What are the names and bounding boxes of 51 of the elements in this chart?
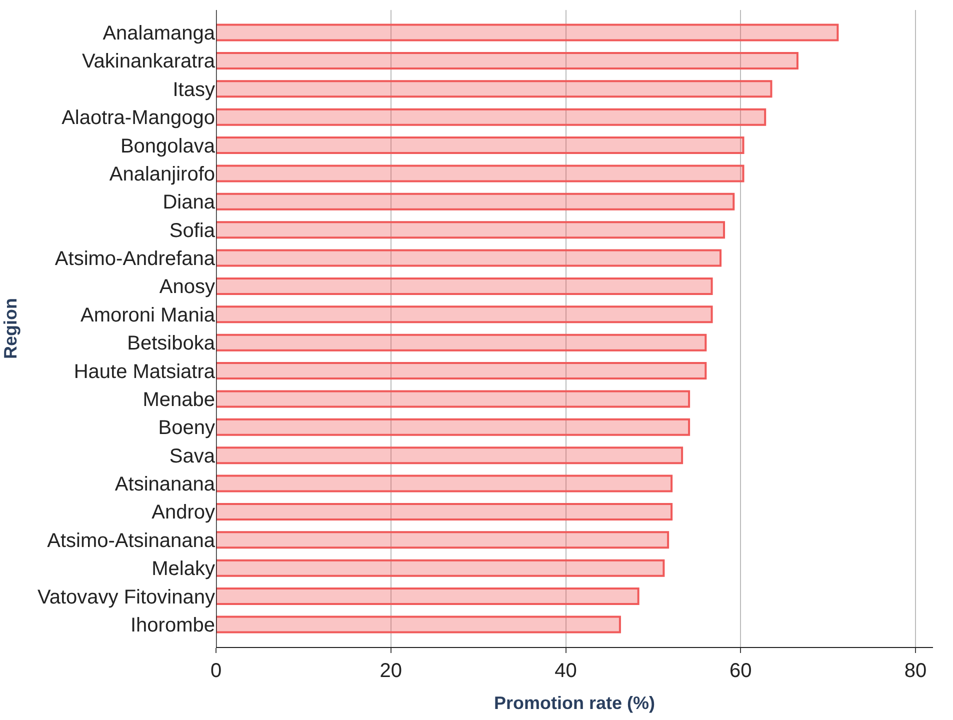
bar — [216, 277, 713, 295]
bar — [216, 362, 707, 380]
bar — [216, 192, 735, 210]
y-tick-label: Itasy — [172, 78, 215, 101]
bar — [216, 306, 713, 324]
y-tick-label: Bongolava — [120, 135, 216, 158]
bar — [216, 502, 673, 520]
x-axis-title: Promotion rate (%) — [494, 693, 656, 714]
bar — [216, 390, 690, 408]
y-tick-label: Atsimo-Andrefana — [54, 248, 216, 270]
y-tick-label: Atsimo-Atsinanana — [47, 530, 216, 552]
y-tick-label: Analanjirofo — [109, 163, 215, 186]
y-tick-label: Boeny — [158, 417, 215, 440]
x-tick-label: 20 — [380, 660, 402, 682]
bar — [216, 80, 772, 98]
x-tick-label: 60 — [730, 660, 752, 682]
bar — [216, 474, 673, 492]
y-tick-label: Alaotra-Mangogo — [62, 107, 215, 130]
bar — [216, 249, 722, 267]
y-tick-label: Vatovavy Fitovinany — [38, 586, 215, 608]
y-tick-label: Atsinanana — [114, 474, 216, 496]
y-tick-label: Androy — [152, 502, 215, 524]
bar — [216, 108, 766, 126]
bar — [216, 221, 726, 239]
bar — [216, 446, 684, 464]
y-tick-label: Ihorombe — [130, 614, 215, 636]
y-tick-label: Melaky — [152, 558, 215, 580]
y-tick-label: Menabe — [142, 388, 215, 411]
y-tick-label: Betsiboka — [127, 332, 216, 355]
bar — [216, 334, 707, 352]
y-tick-label: Analamanga — [102, 22, 216, 45]
x-tick-label: 0 — [210, 660, 222, 682]
y-tick-label: Amoroni Mania — [80, 304, 216, 326]
x-tick-label: 80 — [904, 660, 927, 682]
y-tick-label: Anosy — [159, 276, 215, 298]
bar — [216, 588, 640, 606]
y-tick-label: Vakinankaratra — [82, 50, 216, 73]
bar — [216, 559, 665, 577]
bar — [216, 531, 670, 549]
bar — [216, 24, 839, 42]
y-tick-label: Diana — [162, 192, 216, 214]
bar — [216, 52, 798, 70]
y-tick-label: Haute Matsiatra — [74, 360, 216, 383]
y-tick-label: Sava — [169, 445, 216, 468]
y-axis-title: Region — [0, 298, 21, 359]
bar — [216, 418, 690, 436]
bar — [216, 136, 744, 154]
x-tick-label: 40 — [554, 660, 577, 682]
bar — [216, 616, 621, 634]
bar — [216, 164, 744, 182]
y-tick-label: Sofia — [169, 220, 216, 242]
